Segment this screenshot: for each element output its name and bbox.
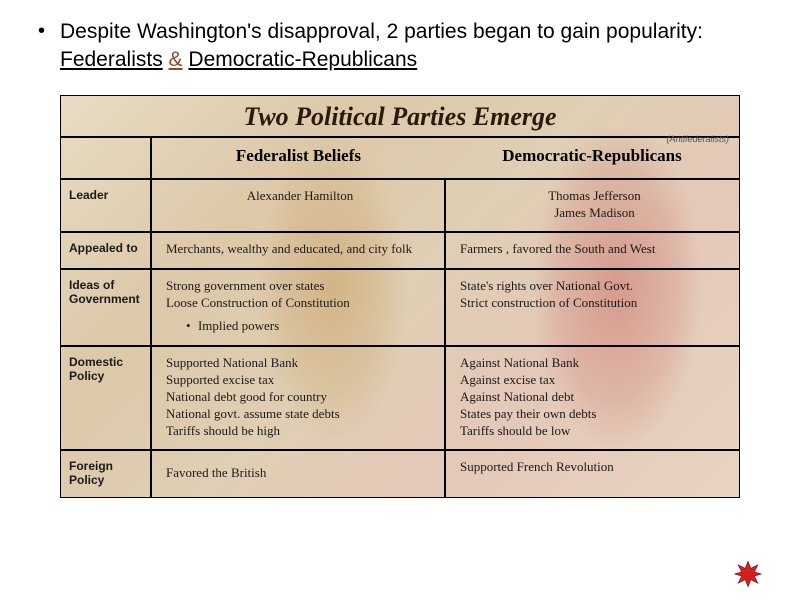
cell-leader-dr: Thomas Jefferson James Madison [445,179,739,233]
leader-dr-1: Thomas Jefferson [460,188,729,205]
rowhead-appealed: Appealed to [61,232,151,269]
ideas-fed-2: Loose Construction of Constitution [166,295,434,312]
dom-dr-4: States pay their own debts [460,406,729,423]
row-leader: Leader Alexander Hamilton Thomas Jeffers… [61,179,739,233]
parties-table: Federalist Beliefs (Antifederalists) Dem… [61,138,739,498]
starburst-icon [734,560,762,588]
cell-appealed-dr: Farmers , favored the South and West [445,232,739,269]
antifederalist-note: (Antifederalists) [666,134,729,144]
dom-fed-2: Supported excise tax [166,372,434,389]
bullet-text-pre: Despite Washington's disapproval, 2 part… [60,20,703,43]
intro-bullet: Despite Washington's disapproval, 2 part… [30,18,770,75]
dom-dr-1: Against National Bank [460,355,729,372]
dom-fed-1: Supported National Bank [166,355,434,372]
party-dr: Democratic-Republicans [188,48,417,71]
dom-fed-3: National debt good for country [166,389,434,406]
ideas-fed-bullet: Implied powers [166,318,434,335]
rowhead-foreign: Foreign Policy [61,450,151,497]
rowhead-ideas: Ideas of Government [61,269,151,346]
party-federalists: Federalists [60,48,163,71]
cell-appealed-fed: Merchants, wealthy and educated, and cit… [151,232,445,269]
cell-domestic-fed: Supported National Bank Supported excise… [151,346,445,450]
empty-corner [61,138,151,179]
cell-ideas-fed: Strong government over states Loose Cons… [151,269,445,346]
col-header-dr: (Antifederalists) Democratic-Republicans [445,138,739,179]
header-row: Federalist Beliefs (Antifederalists) Dem… [61,138,739,179]
comparison-table-container: Two Political Parties Emerge Federalist … [60,95,740,499]
dom-fed-5: Tariffs should be high [166,423,434,440]
ideas-fed-1: Strong government over states [166,278,434,295]
col-header-dr-label: Democratic-Republicans [502,146,681,165]
cell-leader-fed: Alexander Hamilton [151,179,445,233]
cell-foreign-dr: Supported French Revolution [445,450,739,497]
leader-dr-2: James Madison [460,205,729,222]
cell-domestic-dr: Against National Bank Against excise tax… [445,346,739,450]
ideas-dr-1: State's rights over National Govt. [460,278,729,295]
dom-dr-5: Tariffs should be low [460,423,729,440]
ampersand: & [169,48,183,71]
cell-ideas-dr: State's rights over National Govt. Stric… [445,269,739,346]
dom-fed-4: National govt. assume state debts [166,406,434,423]
col-header-federalist: Federalist Beliefs [151,138,445,179]
row-domestic: Domestic Policy Supported National Bank … [61,346,739,450]
rowhead-leader: Leader [61,179,151,233]
ideas-dr-2: Strict construction of Constitution [460,295,729,312]
rowhead-domestic: Domestic Policy [61,346,151,450]
row-foreign: Foreign Policy Favored the British Suppo… [61,450,739,497]
dom-dr-3: Against National debt [460,389,729,406]
cell-foreign-fed: Favored the British [151,450,445,497]
row-ideas: Ideas of Government Strong government ov… [61,269,739,346]
dom-dr-2: Against excise tax [460,372,729,389]
row-appealed: Appealed to Merchants, wealthy and educa… [61,232,739,269]
table-title: Two Political Parties Emerge [61,96,739,138]
